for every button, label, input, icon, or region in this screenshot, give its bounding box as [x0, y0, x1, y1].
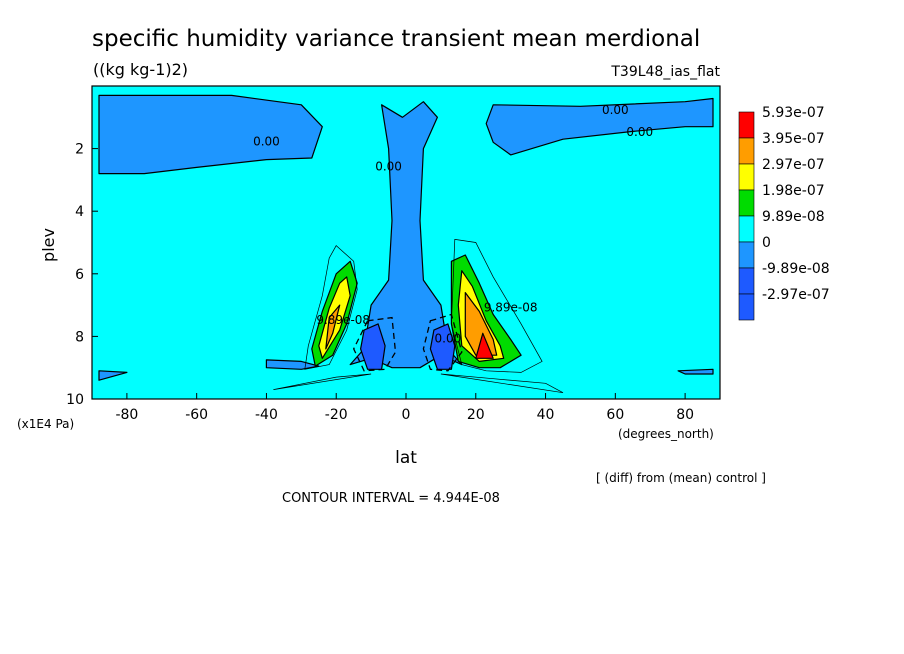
- x-axis-ticks: -80 -60 -40 -20 0 20 40 60 80: [115, 393, 694, 423]
- x-tick-label: 40: [537, 407, 555, 423]
- contour-region: [98, 94, 323, 175]
- legend-swatch: [738, 163, 755, 191]
- y-tick-label: 8: [75, 329, 84, 345]
- legend-swatch: [738, 137, 755, 165]
- y-tick-label: 10: [66, 392, 84, 408]
- contour-region: [98, 370, 128, 381]
- contour-line: [273, 373, 372, 390]
- contour-region: [265, 359, 320, 370]
- contour-region: [475, 332, 494, 359]
- legend-label: 0: [762, 235, 771, 251]
- y-tick-label: 4: [75, 204, 84, 220]
- y-axis-units: (x1E4 Pa): [17, 417, 74, 431]
- legend-label: -9.89e-08: [762, 261, 830, 277]
- x-axis-units: (degrees_north): [618, 427, 714, 441]
- legend-label: -2.97e-07: [762, 287, 830, 303]
- contour-labels: 0.00 0.00 0.00 0.00 9.89e-08 9.89e-08 0.00: [253, 103, 653, 345]
- legend-label: 9.89e-08: [762, 209, 825, 225]
- contour-label: 0.00: [626, 125, 653, 139]
- contour-label: 9.89e-08: [316, 313, 370, 327]
- contour-region: [429, 323, 456, 370]
- contour-line-negative: [352, 316, 397, 372]
- x-tick-label: -40: [255, 407, 278, 423]
- color-legend: 5.93e-07 3.95e-07 2.97e-07 1.98e-07 9.89e-08…: [738, 105, 830, 321]
- contour-interval-label: CONTOUR INTERVAL = 4.944E-08: [282, 491, 500, 506]
- legend-swatch: [738, 189, 755, 217]
- x-axis-label: lat: [395, 448, 417, 468]
- contour-line: [451, 238, 543, 373]
- y-tick-label: 2: [75, 142, 84, 158]
- x-tick-label: 0: [402, 407, 411, 423]
- units-label: ((kg kg-1)2): [93, 60, 188, 79]
- contour-label: 9.89e-08: [484, 300, 538, 314]
- legend-swatch: [738, 111, 755, 139]
- run-label: T39L48_ias_flat: [610, 64, 720, 80]
- x-tick-label: 20: [467, 407, 485, 423]
- footer-note: [ (diff) from (mean) control ]: [596, 471, 766, 485]
- x-tick-label: 60: [606, 407, 624, 423]
- contour-line: [440, 373, 564, 394]
- x-tick-label: -60: [185, 407, 208, 423]
- contour-label: 0.00: [602, 103, 629, 117]
- legend-swatch: [738, 215, 755, 243]
- legend-label: 1.98e-07: [762, 183, 825, 199]
- contour-label: 0.00: [435, 332, 462, 346]
- contour-label: 0.00: [253, 134, 280, 148]
- y-axis-label: plev: [39, 228, 58, 262]
- contour-region: [485, 97, 714, 156]
- chart-title: specific humidity variance transient mea…: [92, 26, 700, 52]
- contour-line: [304, 245, 358, 370]
- x-tick-label: 80: [676, 407, 694, 423]
- contour-line-negative: [422, 313, 463, 372]
- contour-label: 0.00: [375, 160, 402, 174]
- legend-swatch: [738, 267, 755, 295]
- contour-region: [677, 368, 714, 375]
- contour-region: [325, 304, 341, 350]
- x-tick-label: -20: [325, 407, 348, 423]
- legend-swatch: [738, 241, 755, 269]
- x-tick-label: -80: [115, 407, 138, 423]
- legend-label: 5.93e-07: [762, 105, 825, 121]
- legend-label: 2.97e-07: [762, 157, 825, 173]
- contour-lines: [273, 238, 564, 394]
- plot-area: 0.00 0.00 0.00 0.00 9.89e-08 9.89e-08 0.00: [91, 85, 721, 400]
- legend-swatch: [738, 293, 755, 321]
- filled-regions: [98, 94, 714, 381]
- contour-region: [464, 292, 498, 356]
- y-tick-label: 6: [75, 267, 84, 283]
- y-axis-ticks: 2 4 6 8 10: [66, 142, 98, 408]
- legend-label: 3.95e-07: [762, 131, 825, 147]
